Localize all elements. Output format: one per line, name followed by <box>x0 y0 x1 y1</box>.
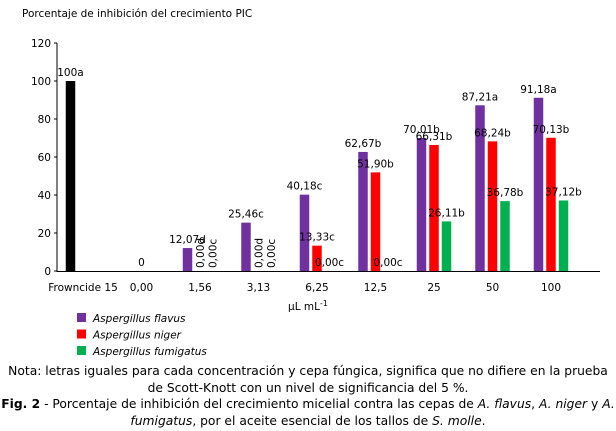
note: Nota: letras iguales para cada concentra… <box>8 364 608 395</box>
bar <box>241 222 251 271</box>
bar <box>558 200 569 271</box>
legend-swatch <box>77 313 86 322</box>
bar <box>487 141 498 271</box>
legend-label: Aspergillus niger <box>92 330 182 342</box>
data-label: 25,46c <box>228 209 264 221</box>
x-axis-label: µL mL-1 <box>288 299 328 313</box>
bar <box>416 137 427 271</box>
x-tick-label: 100 <box>541 282 561 294</box>
y-tick-label: 0 <box>44 266 51 278</box>
data-label: 0,00c <box>373 257 402 269</box>
x-tick-label: 1,56 <box>188 282 212 294</box>
data-label: 0,00d <box>254 238 266 268</box>
y-tick-label: 20 <box>38 228 51 240</box>
data-label: 62,67b <box>345 138 382 150</box>
chart: Porcentaje de inhibición del crecimiento… <box>22 8 600 358</box>
data-label: 13,33c <box>299 232 335 244</box>
x-axis-label-text: µL mL <box>288 301 320 313</box>
data-label: 100a <box>57 67 83 79</box>
bar <box>500 201 510 271</box>
figure-caption: Fig. 2 - Porcentaje de inhibición del cr… <box>0 396 616 429</box>
caption-species: A. flavus <box>477 397 532 411</box>
caption-species: S. molle <box>432 413 482 428</box>
legend-label: Aspergillus fumigatus <box>92 346 207 358</box>
y-tick-label: 80 <box>38 114 51 126</box>
x-tick-label: Frowncide 15 <box>48 282 118 294</box>
x-axis-label-sup: -1 <box>320 299 328 308</box>
caption-text: , por el aceite esencial de los tallos d… <box>192 413 433 428</box>
data-label: 0 <box>138 257 145 269</box>
data-label: 0,00c <box>208 239 220 268</box>
caption-text: y <box>587 397 603 411</box>
x-tick-label: 12,5 <box>364 282 387 294</box>
bar <box>533 97 544 272</box>
x-tick-label: 0,00 <box>130 282 153 294</box>
bar <box>312 245 322 271</box>
bar <box>299 194 310 271</box>
y-tick-label: 40 <box>38 190 51 202</box>
bar <box>182 248 193 271</box>
data-label: 0,00c <box>315 257 344 269</box>
y-tick-label: 120 <box>31 38 51 50</box>
data-label: 68,24b <box>474 127 511 139</box>
data-label: 51,90b <box>357 158 394 170</box>
bar <box>546 137 556 271</box>
legend-swatch <box>77 329 86 339</box>
data-label: 91,18a <box>520 84 557 96</box>
caption-species: A. fumigatus <box>130 397 615 428</box>
data-label: 0,00d <box>195 238 207 268</box>
bar <box>65 81 76 271</box>
caption-text: , <box>531 397 539 411</box>
data-label: 26,11b <box>428 207 465 219</box>
y-tick-label: 100 <box>31 76 51 88</box>
data-label: 66,31b <box>416 131 453 143</box>
y-tick-label: 60 <box>38 152 51 164</box>
bar <box>475 105 485 272</box>
bar <box>358 151 368 271</box>
data-label: 70,01b <box>403 124 440 136</box>
y-axis-label: Porcentaje de inhibición del crecimiento… <box>22 8 252 20</box>
x-tick-label: 50 <box>486 282 499 294</box>
data-label: 70,13b <box>533 124 570 136</box>
data-label: 40,18c <box>287 181 323 193</box>
legend-swatch <box>77 346 86 355</box>
bar <box>429 145 439 271</box>
x-tick-label: 6,25 <box>305 282 328 294</box>
bar <box>441 221 452 271</box>
legend-label: Aspergillus flavus <box>92 313 186 325</box>
caption-text: . <box>481 413 486 428</box>
data-label: 87,21a <box>462 91 499 103</box>
bar <box>370 172 381 271</box>
data-label: 37,12b <box>545 186 582 198</box>
data-label: 12,07d <box>169 234 206 246</box>
fig-number: Fig. 2 <box>1 397 41 411</box>
caption: Nota: letras iguales para cada concentra… <box>0 363 616 429</box>
caption-text: - Porcentaje de inhibición del crecimien… <box>40 397 478 411</box>
x-tick-label: 25 <box>427 282 440 294</box>
x-tick-label: 3,13 <box>247 282 270 294</box>
data-label: 36,78b <box>487 187 524 199</box>
data-label: 0,00c <box>266 239 278 268</box>
caption-species: A. niger <box>538 397 588 411</box>
